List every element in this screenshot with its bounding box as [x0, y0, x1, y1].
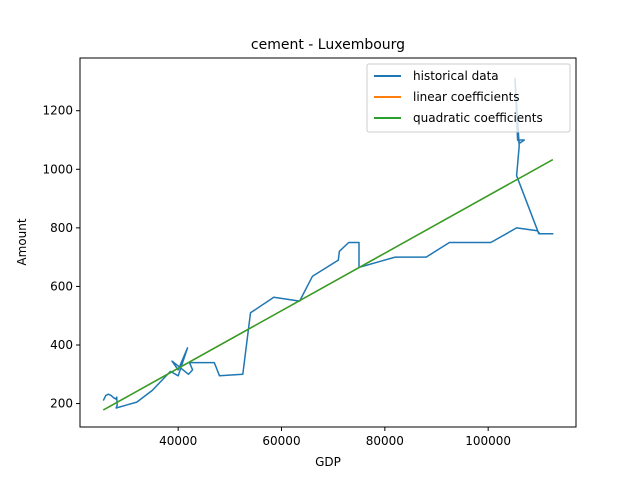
y-axis-ticks: 200 400 600 800 1000 1200: [42, 104, 80, 411]
legend: historical data linear coefficients quadra…: [366, 63, 571, 133]
y-tick-label: 1200: [42, 104, 73, 118]
legend-label: quadratic coefficients: [413, 111, 543, 125]
x-tick-label: 60000: [262, 434, 300, 448]
x-tick-label: 80000: [366, 434, 404, 448]
chart-title: cement - Luxembourg: [251, 37, 405, 53]
series-line-0: [102, 77, 554, 409]
y-tick-label: 600: [50, 279, 73, 293]
y-tick-label: 200: [50, 397, 73, 411]
series-layer: [102, 77, 554, 411]
plot-frame: [79, 57, 577, 428]
legend-box: [366, 63, 571, 133]
y-axis-label: Amount: [15, 218, 29, 265]
series-line-2: [102, 158, 554, 411]
y-tick-label: 1000: [42, 162, 73, 176]
x-tick-label: 40000: [159, 434, 197, 448]
x-tick-label: 100000: [465, 434, 511, 448]
x-axis-label: GDP: [315, 455, 341, 469]
y-tick-label: 800: [50, 221, 73, 235]
legend-label: linear coefficients: [413, 90, 520, 104]
x-axis-ticks: 40000 60000 80000 100000: [159, 427, 511, 448]
legend-label: historical data: [413, 69, 499, 83]
y-tick-label: 400: [50, 338, 73, 352]
